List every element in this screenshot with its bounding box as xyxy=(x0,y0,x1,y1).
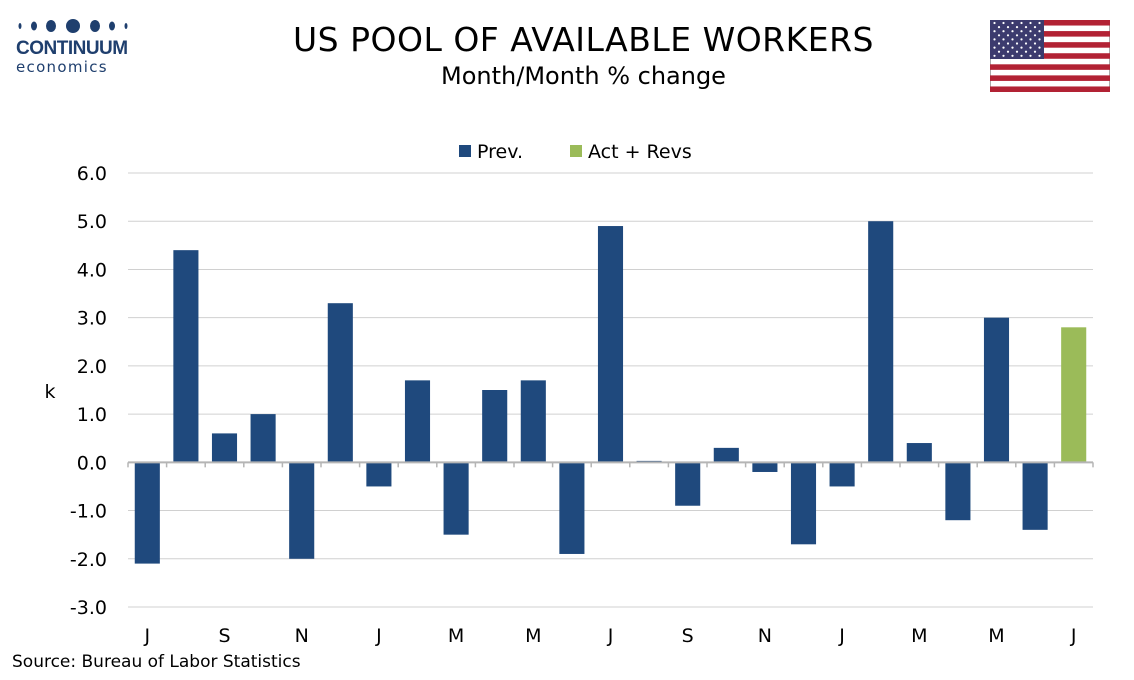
x-tick-label: M xyxy=(911,625,927,647)
chart-subtitle: Month/Month % change xyxy=(441,62,726,90)
bar xyxy=(713,447,739,463)
bar xyxy=(404,380,431,463)
bar xyxy=(752,462,778,472)
legend-swatch xyxy=(459,145,471,157)
bar xyxy=(134,462,160,564)
bar xyxy=(829,462,855,487)
bar xyxy=(1061,327,1087,463)
bar xyxy=(211,433,238,463)
y-tick-label: 1.0 xyxy=(77,404,107,426)
bar xyxy=(173,250,199,463)
continuum-economics-logo: CONTINUUM economics xyxy=(14,14,144,76)
bar xyxy=(1022,462,1048,530)
bar xyxy=(790,462,817,545)
y-tick-label: 2.0 xyxy=(77,356,107,378)
x-tick-label: N xyxy=(295,625,309,647)
x-tick-label: J xyxy=(1070,625,1077,647)
logo-subword: economics xyxy=(16,58,108,76)
legend-label: Act + Revs xyxy=(588,141,692,163)
bar xyxy=(443,462,469,535)
legend-swatch xyxy=(570,145,582,157)
y-tick-label: 3.0 xyxy=(77,308,107,330)
bar xyxy=(945,462,971,521)
bar xyxy=(366,462,392,487)
legend-label: Prev. xyxy=(477,141,523,163)
bar xyxy=(868,221,894,463)
x-tick-label: M xyxy=(988,625,1004,647)
y-tick-label: 0.0 xyxy=(77,452,107,474)
source-note: Source: Bureau of Labor Statistics xyxy=(12,652,301,672)
x-tick-label: J xyxy=(375,625,382,647)
bar xyxy=(520,380,546,463)
chart-title: US POOL OF AVAILABLE WORKERS xyxy=(293,20,874,59)
x-tick-label: M xyxy=(525,625,541,647)
bar xyxy=(327,303,353,463)
bar xyxy=(906,443,932,463)
bar xyxy=(250,414,276,463)
logo-word: CONTINUUM xyxy=(16,38,128,59)
x-tick-label: N xyxy=(758,625,772,647)
bar xyxy=(559,462,585,554)
y-tick-label: 5.0 xyxy=(77,211,107,233)
y-tick-label: -1.0 xyxy=(70,501,107,523)
y-tick-label: 6.0 xyxy=(77,163,107,185)
logo-dots-icon xyxy=(18,19,128,33)
bar xyxy=(289,462,315,559)
axes: 6.0 5.0 4.0 3.0 2.0 1.0 0.0 -1.0 -2.0 -3.0 k J S N J M M… xyxy=(44,163,1094,647)
legend: Prev. Act + Revs xyxy=(459,141,692,163)
bar xyxy=(597,226,624,463)
x-tick-label: S xyxy=(218,625,230,647)
y-tick-label: 4.0 xyxy=(77,259,107,281)
us-flag-icon xyxy=(990,20,1110,92)
bars xyxy=(134,221,1087,564)
x-tick-label: J xyxy=(143,625,150,647)
x-tick-label: J xyxy=(607,625,614,647)
bar xyxy=(482,390,508,463)
x-tick-label: J xyxy=(838,625,845,647)
bar xyxy=(675,462,701,506)
y-tick-label: -3.0 xyxy=(70,597,107,619)
y-tick-label: -2.0 xyxy=(70,549,107,571)
bar xyxy=(983,317,1010,463)
x-tick-label: M xyxy=(448,625,464,647)
y-axis-label: k xyxy=(44,381,55,403)
x-tick-label: S xyxy=(682,625,694,647)
